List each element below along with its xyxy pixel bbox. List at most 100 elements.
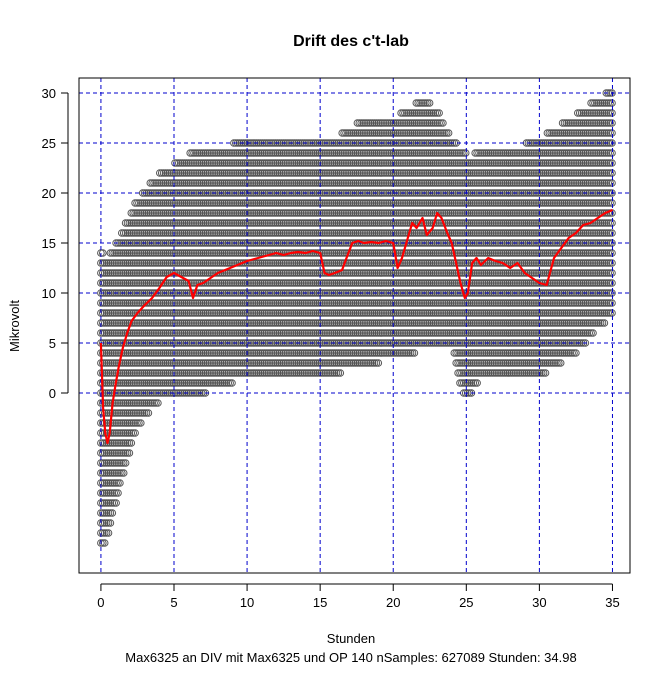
data-point: [150, 399, 158, 407]
data-point: [235, 359, 244, 367]
data-point: [137, 249, 145, 257]
data-point: [220, 159, 229, 167]
data-point: [125, 359, 134, 367]
data-point: [268, 369, 276, 377]
data-point: [102, 459, 111, 467]
data-point: [114, 399, 122, 407]
data-point: [245, 179, 253, 187]
data-point: [135, 319, 143, 327]
data-point: [194, 179, 202, 187]
data-point: [150, 329, 158, 337]
data-point: [188, 199, 196, 207]
data-point: [235, 299, 244, 307]
data-point: [209, 189, 217, 197]
data-point: [188, 189, 196, 197]
data-point: [235, 279, 244, 287]
data-point: [148, 379, 156, 387]
data-point: [165, 209, 174, 217]
data-point: [125, 389, 134, 397]
data-point: [264, 299, 272, 307]
data-point: [116, 419, 124, 427]
data-point: [188, 389, 196, 397]
data-point: [233, 349, 242, 357]
data-point: [249, 209, 257, 217]
data-point: [165, 279, 174, 287]
data-point: [241, 269, 250, 277]
data-point: [97, 469, 105, 477]
data-point: [119, 369, 128, 377]
data-point: [184, 299, 193, 307]
data-point: [116, 249, 124, 257]
data-point: [270, 299, 278, 307]
data-point: [249, 299, 257, 307]
data-point: [171, 209, 179, 217]
data-point: [157, 269, 166, 277]
data-point: [213, 159, 221, 167]
data-point: [218, 369, 227, 377]
data-point: [233, 359, 242, 367]
data-point: [203, 229, 212, 237]
data-point: [144, 399, 153, 407]
data-point: [251, 319, 259, 327]
data-point: [207, 259, 215, 267]
data-point: [131, 209, 139, 217]
data-point: [237, 309, 246, 317]
data-point: [258, 279, 267, 287]
data-point: [222, 349, 231, 357]
data-point: [97, 329, 105, 337]
data-point: [159, 359, 168, 367]
data-point: [209, 149, 217, 157]
data-point: [104, 269, 113, 277]
data-point: [254, 199, 263, 207]
data-point: [264, 279, 272, 287]
data-point: [186, 149, 194, 157]
data-point: [154, 389, 162, 397]
data-point: [171, 169, 179, 177]
data-point: [106, 369, 115, 377]
data-point: [260, 319, 269, 327]
data-point: [184, 259, 193, 267]
data-point: [102, 489, 111, 497]
data-point: [118, 419, 126, 427]
data-point: [207, 379, 215, 387]
data-point: [211, 379, 219, 387]
data-point: [252, 229, 261, 237]
data-point: [133, 379, 141, 387]
data-point: [106, 519, 115, 527]
data-point: [220, 329, 229, 337]
data-point: [254, 229, 263, 237]
data-point: [188, 239, 196, 247]
data-point: [232, 309, 240, 317]
data-point: [213, 229, 221, 237]
data-point: [243, 299, 251, 307]
data-point: [195, 189, 204, 197]
data-point: [175, 229, 183, 237]
data-point: [176, 159, 185, 167]
data-point: [190, 219, 198, 227]
data-point: [245, 329, 253, 337]
data-point: [224, 309, 232, 317]
data-point: [106, 269, 115, 277]
data-point: [157, 209, 166, 217]
data-point: [148, 269, 156, 277]
data-point: [201, 229, 210, 237]
data-point: [228, 209, 236, 217]
data-point: [157, 349, 166, 357]
data-point: [154, 329, 162, 337]
data-point: [205, 149, 213, 157]
data-point: [235, 349, 244, 357]
data-point: [114, 489, 122, 497]
data-point: [201, 329, 210, 337]
data-point: [125, 419, 134, 427]
data-point: [125, 409, 134, 417]
data-point: [230, 199, 238, 207]
data-point: [152, 229, 160, 237]
data-point: [161, 369, 170, 377]
data-point: [195, 329, 204, 337]
data-point: [254, 179, 263, 187]
data-point: [254, 169, 263, 177]
data-point: [235, 159, 244, 167]
data-point: [125, 379, 134, 387]
data-point: [104, 449, 113, 457]
data-point: [232, 159, 240, 167]
